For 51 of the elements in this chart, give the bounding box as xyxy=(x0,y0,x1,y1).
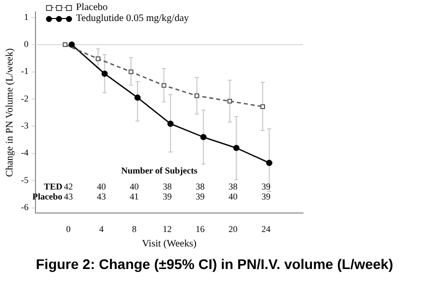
point xyxy=(134,94,141,101)
x-tick-label: 16 xyxy=(196,224,206,234)
point xyxy=(167,120,174,127)
point xyxy=(68,42,75,48)
point xyxy=(162,83,166,88)
point xyxy=(128,69,134,74)
annotation: 39 xyxy=(196,192,206,202)
point xyxy=(233,144,240,152)
annotation: Placebo xyxy=(32,192,63,202)
x-axis-title: Visit (Weeks) xyxy=(142,238,196,250)
x-tick-label: 20 xyxy=(228,224,238,234)
annotation: 39 xyxy=(261,182,271,192)
annotation: 39 xyxy=(261,192,271,202)
annotation: 43 xyxy=(96,192,106,202)
annotation: 39 xyxy=(162,192,172,202)
point xyxy=(227,98,232,104)
annotation: 38 xyxy=(228,182,238,192)
point xyxy=(194,93,200,98)
legend-label: Teduglutide 0.05 mg/kg/day xyxy=(76,13,189,24)
point xyxy=(266,160,272,166)
annotation: Number of Subjects xyxy=(121,166,198,176)
annotation: 43 xyxy=(64,192,74,202)
x-tick-label: 24 xyxy=(261,224,271,234)
annotation: 38 xyxy=(162,182,172,192)
y-tick-label: -5 xyxy=(20,174,29,185)
y-tick-label: -6 xyxy=(20,202,29,212)
y-axis-title: Change in PN Volume (L/week) xyxy=(4,48,16,177)
annotation: 42 xyxy=(64,182,73,192)
annotation: 40 xyxy=(130,182,140,192)
annotation: 40 xyxy=(228,192,238,202)
x-tick-label: 4 xyxy=(99,224,104,234)
point xyxy=(62,42,68,47)
x-tick-label: 12 xyxy=(162,224,172,234)
y-tick-label: -4 xyxy=(20,148,29,158)
x-tick-label: 8 xyxy=(132,224,138,234)
annotation: 40 xyxy=(96,182,106,192)
y-tick-label: -3 xyxy=(20,120,29,131)
x-tick-label: 0 xyxy=(66,224,72,234)
point xyxy=(260,104,266,109)
point xyxy=(200,134,207,140)
text: Figure 2: Change (±95% CI) in PN/I.V. volume (L/week) xyxy=(34,256,394,272)
y-tick-label: -2 xyxy=(20,93,28,104)
point xyxy=(102,70,108,77)
point xyxy=(96,56,100,62)
annotation: TED xyxy=(44,182,63,192)
y-tick-label: -1 xyxy=(20,66,28,76)
annotation: 41 xyxy=(130,192,139,202)
annotation: 38 xyxy=(196,182,206,192)
legend-label: Placebo xyxy=(76,2,108,13)
y-tick-label: 1 xyxy=(24,12,28,22)
y-tick-label: 0 xyxy=(24,38,29,49)
